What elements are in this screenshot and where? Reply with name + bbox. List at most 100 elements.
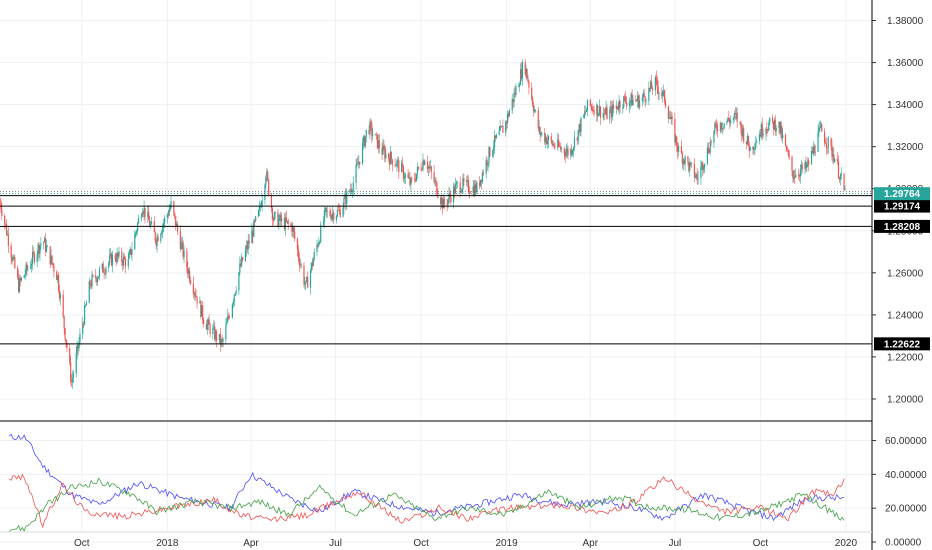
candle-body [481,172,484,183]
candle-body [283,218,286,230]
candle-body [71,377,74,383]
candle-body [364,136,366,147]
candle-body [702,162,704,170]
candle-body [424,161,426,165]
candle-body [64,328,66,340]
candle-body [544,132,546,143]
candle-body [746,135,748,144]
candle-body [156,236,158,246]
y-tick-label: 1.38000 [887,16,924,27]
candle-body [163,222,165,226]
candle-body [466,180,469,181]
candle-body [663,90,665,92]
candle-body [475,184,477,193]
candle-body [691,162,693,164]
candle-body [309,270,312,288]
candle-body [606,107,608,120]
candle-body [415,173,418,181]
candle-body [427,166,430,170]
candle-body [532,105,535,112]
candle-body [572,147,575,151]
candle-body [558,139,560,147]
candle-body [612,104,614,117]
candle-body [697,177,699,179]
candle-body [333,212,335,220]
candle-body [246,245,248,250]
candle-body [247,240,249,250]
candle-body [648,87,650,102]
candle-body [122,261,124,266]
candle-body [212,328,214,334]
candle-body [758,134,761,142]
candle-body [207,319,209,324]
candle-body [388,158,391,165]
candle-body [17,267,19,278]
candle-body [306,277,308,282]
candle-body [127,258,129,267]
candle-body [291,225,293,232]
y-tick-label: 1.26000 [887,268,924,279]
candle-body [489,147,491,157]
candle-body [830,137,832,146]
candle-body [381,148,383,155]
candle-body [810,150,813,165]
candle-body [604,113,606,114]
candle-body [805,161,807,168]
candle-body [488,147,490,163]
candle-body [142,212,144,214]
candle-body [547,136,550,141]
candle-body [733,113,735,118]
candle-body [430,166,432,172]
candle-body [18,278,21,292]
candle-body [741,127,743,137]
candle-body [361,142,364,164]
candle-body [539,127,541,135]
candle-body [769,117,771,124]
candle-body [394,165,396,167]
candle-body [443,199,445,205]
candle-body [804,161,806,170]
candle-body [678,146,680,152]
candle-body [235,290,237,294]
candle-body [82,323,84,334]
candle-body [356,163,358,166]
candle-body [780,125,782,133]
candle-body [519,84,521,87]
candle-body [229,316,231,318]
candle-body [189,270,191,281]
candle-body [728,117,730,121]
candle-body [625,96,627,102]
candle-body [110,253,113,266]
x-tick-label: Jul [329,538,342,549]
candle-body [173,201,175,214]
candle-body [632,99,634,106]
candle-body [365,129,367,137]
candle-body [704,163,706,168]
candle-body [688,162,690,171]
candle-body [350,189,352,192]
candle-body [294,231,296,239]
indicator-y-tick-label: 40.00000 [885,470,927,481]
candle-body [411,178,413,180]
candle-body [170,201,172,208]
candle-body [749,146,751,151]
candle-body [765,128,767,134]
candle-body [271,208,273,220]
candle-body [645,101,647,102]
candle-body [799,169,801,177]
candle-body [844,189,846,191]
candle-body [681,153,683,164]
candle-body [499,126,501,131]
candle-body [610,106,612,111]
candle-body [680,146,682,154]
candle-body [52,262,54,266]
candle-body [707,147,709,153]
candle-body [667,106,669,119]
candle-body [515,86,517,95]
candle-body [428,166,431,168]
candle-body [312,259,314,267]
candle-body [53,265,55,272]
candle-body [740,121,742,128]
indicator-lines [9,433,845,533]
